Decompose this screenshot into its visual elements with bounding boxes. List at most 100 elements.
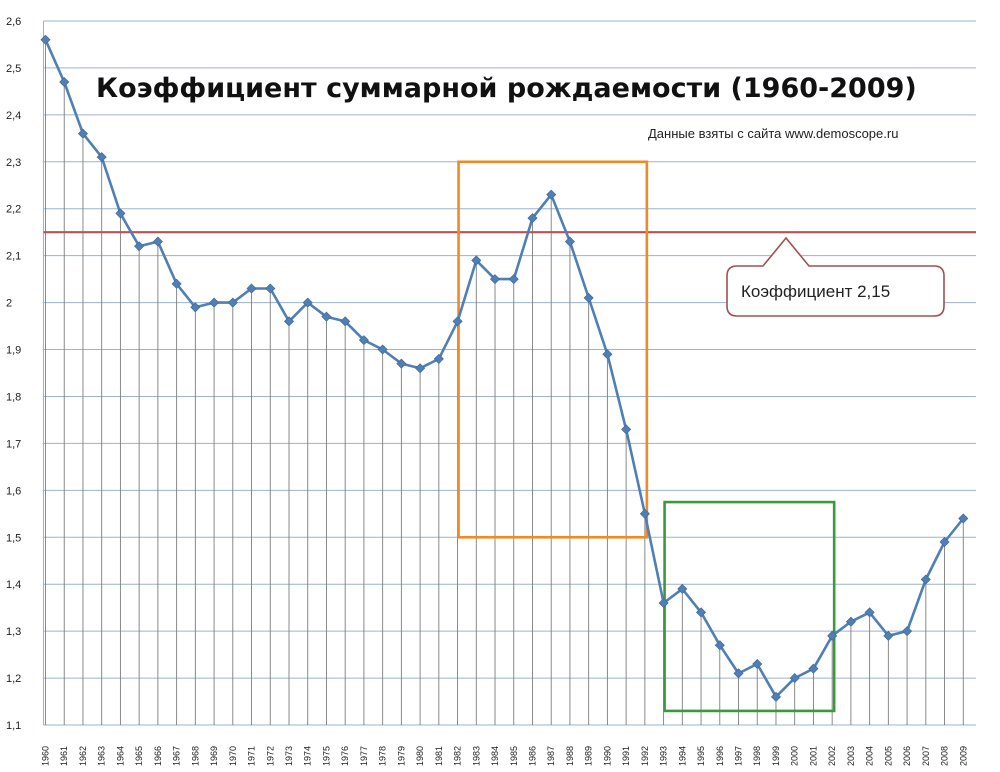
data-point-marker [415, 363, 426, 374]
x-tick-label: 1962 [78, 746, 88, 766]
data-point-marker [358, 335, 369, 346]
x-tick-label: 1967 [172, 746, 182, 766]
data-point-marker [471, 255, 482, 266]
y-tick-label: 1,9 [6, 345, 21, 357]
data-point-marker [639, 508, 650, 519]
data-point-marker [602, 349, 613, 360]
callout-bubble [726, 236, 945, 317]
x-tick-label: 2005 [883, 746, 893, 766]
data-point-marker [340, 316, 351, 327]
y-tick-label: 1,8 [6, 391, 21, 403]
x-tick-label: 2008 [940, 746, 950, 766]
data-point-marker [246, 283, 257, 294]
x-tick-label: 1971 [247, 746, 257, 766]
data-point-marker [789, 673, 800, 684]
data-point-marker [321, 311, 332, 322]
x-tick-label: 1993 [659, 746, 669, 766]
data-point-marker [377, 344, 388, 355]
data-point-marker [96, 152, 107, 163]
x-tick-label: 2000 [790, 746, 800, 766]
data-point-marker [920, 574, 931, 585]
x-tick-label: 2003 [846, 746, 856, 766]
x-tick-label: 2009 [958, 746, 968, 766]
x-tick-label: 1964 [115, 746, 125, 766]
x-tick-label: 1980 [415, 746, 425, 766]
data-point-marker [564, 236, 575, 247]
data-point-marker [546, 189, 557, 200]
x-tick-label: 1989 [584, 746, 594, 766]
x-tick-label: 2002 [827, 746, 837, 766]
y-tick-label: 2,3 [6, 157, 21, 169]
data-point-marker [864, 607, 875, 618]
x-tick-label: 1968 [190, 746, 200, 766]
x-tick-label: 1977 [359, 746, 369, 766]
reference-callout: Коэффициент 2,15 [726, 236, 945, 317]
data-point-marker [283, 316, 295, 327]
x-tick-label: 1975 [321, 746, 331, 766]
x-tick-label: 1983 [471, 746, 481, 766]
data-point-marker [40, 34, 51, 45]
highlight-boxes [457, 160, 836, 713]
x-tick-label: 1973 [284, 746, 294, 766]
data-point-marker [209, 297, 220, 308]
y-tick-label: 1,6 [6, 485, 21, 497]
x-tick-label: 1994 [677, 746, 687, 766]
data-point-marker [752, 658, 763, 670]
series-layer [40, 34, 969, 702]
data-point-marker [677, 583, 688, 594]
x-tick-label: 2004 [865, 746, 875, 766]
x-tick-label: 1978 [378, 746, 388, 766]
y-tick-label: 1,2 [6, 673, 21, 685]
x-tick-label: 1996 [715, 746, 725, 766]
data-point-marker [152, 236, 163, 247]
data-point-marker [583, 292, 594, 303]
y-tick-label: 2 [6, 298, 12, 310]
x-tick-label: 1992 [640, 746, 650, 766]
callout-label: Коэффициент 2,15 [741, 282, 890, 301]
x-tick-label: 1999 [771, 746, 781, 766]
x-tick-label: 1991 [621, 746, 631, 766]
data-point-marker [621, 424, 632, 435]
axis-labels: 1,1 1,2 1,3 1,4 1,5 1,6 1,7 1,8 1,9 2 2,1 2,2 2,3 2,4… [6, 16, 968, 766]
data-point-marker [658, 597, 669, 608]
source-note: Данные взяты с сайта www.demoscope.ru [648, 126, 898, 141]
green-highlight-box [663, 500, 836, 713]
data-point-marker [827, 630, 838, 641]
x-tick-label: 1988 [565, 746, 575, 766]
x-tick-label: 1960 [41, 746, 51, 766]
data-point-marker [845, 616, 856, 627]
data-point-marker [733, 668, 744, 679]
data-point-marker [902, 626, 913, 637]
x-tick-label: 1984 [490, 746, 500, 766]
drop-lines [45, 39, 964, 725]
data-point-marker [302, 297, 313, 308]
x-tick-label: 1976 [340, 746, 350, 766]
data-point-marker [770, 691, 781, 702]
data-point-marker [115, 208, 126, 219]
x-tick-label: 2006 [902, 746, 912, 766]
x-tick-label: 1972 [265, 746, 275, 766]
x-tick-label: 1965 [134, 746, 144, 766]
x-tick-label: 1969 [209, 746, 219, 766]
data-point-marker [958, 513, 969, 524]
data-point-marker [77, 128, 88, 139]
orange-highlight-box [457, 160, 649, 539]
y-tick-label: 1,4 [6, 579, 21, 591]
data-point-marker [714, 640, 725, 651]
y-tick-label: 1,3 [6, 626, 21, 638]
data-point-marker [59, 76, 70, 88]
x-tick-label: 1985 [509, 746, 519, 766]
data-point-marker [452, 316, 463, 327]
data-point-marker [265, 283, 276, 294]
x-tick-label: 1990 [602, 746, 612, 766]
data-point-marker [134, 241, 145, 252]
y-tick-label: 1,7 [6, 438, 21, 450]
y-tick-label: 1,5 [6, 532, 21, 544]
x-tick-label: 1998 [752, 746, 762, 766]
x-tick-label: 1987 [546, 746, 556, 766]
y-tick-label: 2,2 [6, 204, 21, 216]
chart-title: Коэффициент суммарной рождаемости (1960-… [96, 73, 917, 104]
x-tick-label: 1986 [527, 746, 537, 766]
x-tick-label: 1982 [453, 746, 463, 766]
